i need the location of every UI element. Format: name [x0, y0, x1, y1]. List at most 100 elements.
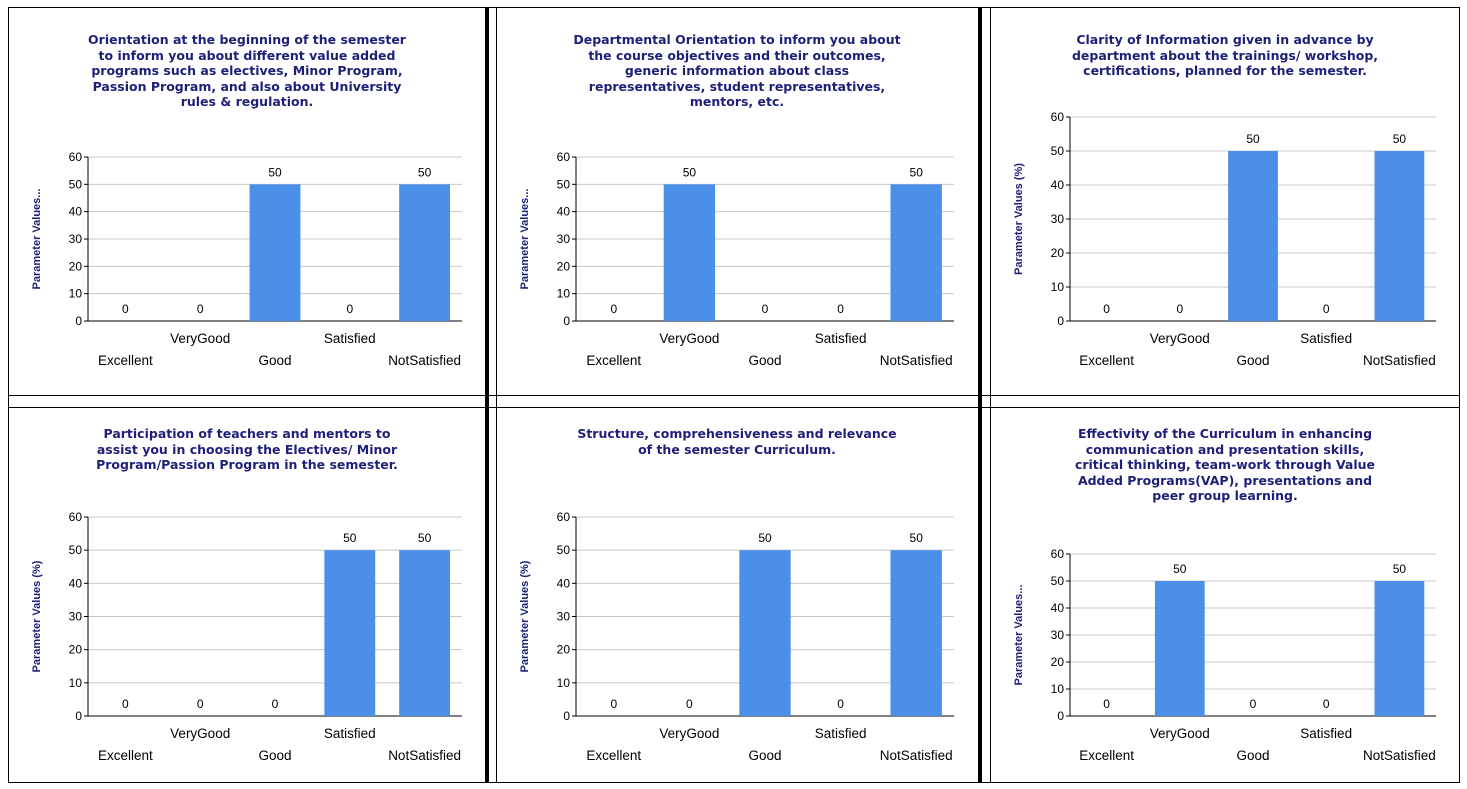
chart-title: Orientation at the beginning of the seme…	[22, 32, 472, 110]
bar-chart: 0 10 20 30 40 50 60 0 Excellent 0 VeryGood 0 Good 50 S…	[31, 510, 462, 763]
bar-chart: 0 10 20 30 40 50 60 0 Excellent 0 VeryGood 50 Good 0 S…	[519, 510, 954, 763]
y-tick-label: 20	[1051, 246, 1065, 260]
y-tick-label: 10	[69, 287, 83, 301]
bar-chart: 0 10 20 30 40 50 60 0 Excellent 50 VeryGood 0 Good 0 S…	[519, 150, 954, 368]
chart-title-line: Structure, comprehensiveness and relevan…	[577, 426, 897, 441]
chart-title-line: certifications, planned for the semester…	[1083, 63, 1367, 78]
chart-title-line: critical thinking, team-work through Val…	[1074, 457, 1376, 472]
category-label: Good	[1236, 748, 1269, 763]
y-tick-label: 60	[557, 510, 571, 524]
chart-panel-5: Structure, comprehensiveness and relevan…	[500, 412, 974, 780]
chart-title-line: department about the trainings/ workshop…	[1071, 47, 1379, 63]
y-tick-label: 30	[69, 610, 83, 624]
chart-title-line: communication and presentation skills,	[1085, 441, 1365, 457]
y-tick-label: 10	[69, 676, 83, 690]
y-tick-label: 0	[75, 709, 82, 723]
y-tick-label: 50	[69, 177, 83, 191]
y-tick-label: 60	[1051, 547, 1065, 561]
category-label: NotSatisfied	[388, 353, 461, 368]
chart-title-line: Clarity of Information given in advance …	[1076, 32, 1374, 47]
y-axis-label: Parameter Values (%)	[1013, 163, 1025, 275]
data-label: 0	[197, 697, 204, 711]
data-label: 0	[272, 697, 279, 711]
data-label: 0	[1250, 697, 1257, 711]
data-label: 0	[197, 302, 204, 316]
y-axis-label: Parameter Values (%)	[31, 560, 43, 672]
category-label: Satisfied	[815, 726, 867, 741]
y-tick-label: 20	[1051, 655, 1065, 669]
y-tick-label: 10	[557, 676, 571, 690]
data-label: 0	[122, 302, 129, 316]
data-label: 50	[343, 531, 357, 545]
chart-title: Departmental Orientation to inform you a…	[510, 32, 964, 110]
data-label: 0	[1323, 302, 1330, 316]
y-axis-label: Parameter Values...	[1013, 585, 1025, 686]
data-label: 0	[1176, 302, 1183, 316]
chart-title-line: to inform you about different value adde…	[98, 47, 396, 63]
y-tick-label: 50	[1051, 144, 1065, 158]
bar	[1374, 581, 1425, 716]
y-tick-label: 0	[75, 314, 82, 328]
category-label: Excellent	[1079, 748, 1134, 763]
y-tick-label: 50	[1051, 574, 1065, 588]
category-label: VeryGood	[170, 331, 230, 346]
category-label: Excellent	[98, 353, 153, 368]
category-label: Excellent	[98, 748, 153, 763]
chart-panel-1: Orientation at the beginning of the seme…	[12, 12, 482, 390]
chart-panel-6: Effectivity of the Curriculum in enhanci…	[994, 412, 1456, 780]
y-tick-label: 40	[557, 205, 571, 219]
bar	[739, 550, 791, 716]
y-tick-label: 30	[1051, 212, 1065, 226]
y-tick-label: 20	[557, 259, 571, 273]
data-label: 50	[910, 165, 924, 179]
chart-title-line: assist you in choosing the Electives/ Mi…	[96, 441, 398, 457]
chart-title: Effectivity of the Curriculum in enhanci…	[1004, 426, 1446, 504]
bar	[249, 184, 301, 321]
data-label: 50	[758, 531, 772, 545]
data-label: 0	[122, 697, 129, 711]
y-tick-label: 60	[69, 150, 83, 164]
category-label: Good	[748, 748, 781, 763]
data-label: 50	[1393, 132, 1407, 146]
y-tick-label: 20	[557, 643, 571, 657]
y-tick-label: 60	[557, 150, 571, 164]
bar	[399, 184, 451, 321]
data-label: 0	[610, 302, 617, 316]
category-label: Satisfied	[324, 726, 376, 741]
chart-title-line: Added Programs(VAP), presentations and	[1077, 472, 1373, 488]
category-label: NotSatisfied	[1363, 748, 1436, 763]
bar	[890, 550, 942, 716]
data-label: 0	[610, 697, 617, 711]
data-label: 0	[837, 697, 844, 711]
chart-title-line: peer group learning.	[1152, 488, 1298, 503]
y-tick-label: 10	[1051, 682, 1065, 696]
data-label: 50	[1173, 562, 1187, 576]
y-tick-label: 40	[1051, 601, 1065, 615]
category-label: NotSatisfied	[1363, 353, 1436, 368]
data-label: 50	[418, 531, 432, 545]
data-label: 50	[268, 165, 282, 179]
chart-title-line: Passion Program, and also about Universi…	[92, 78, 402, 94]
bar	[1228, 151, 1278, 321]
y-tick-label: 50	[69, 543, 83, 557]
y-tick-label: 0	[563, 709, 570, 723]
chart-title: Clarity of Information given in advance …	[1004, 32, 1446, 79]
data-label: 0	[1103, 302, 1110, 316]
bar	[1374, 151, 1425, 321]
category-label: NotSatisfied	[880, 353, 953, 368]
category-label: VeryGood	[659, 726, 719, 741]
category-label: Satisfied	[815, 331, 867, 346]
y-tick-label: 60	[1051, 110, 1065, 124]
y-tick-label: 10	[1051, 280, 1065, 294]
chart-title-line: rules & regulation.	[180, 94, 314, 109]
bar	[663, 184, 716, 321]
y-tick-label: 40	[557, 576, 571, 590]
y-tick-label: 0	[1057, 314, 1064, 328]
category-label: VeryGood	[1150, 331, 1210, 346]
bar-chart: 0 10 20 30 40 50 60 0 Excellent 50 VeryGood 0 Good 0 S…	[1013, 547, 1436, 763]
chart-title-line: Orientation at the beginning of the seme…	[88, 32, 406, 47]
data-label: 50	[1393, 562, 1407, 576]
category-label: Good	[258, 748, 291, 763]
y-tick-label: 40	[69, 576, 83, 590]
y-tick-label: 40	[69, 205, 83, 219]
